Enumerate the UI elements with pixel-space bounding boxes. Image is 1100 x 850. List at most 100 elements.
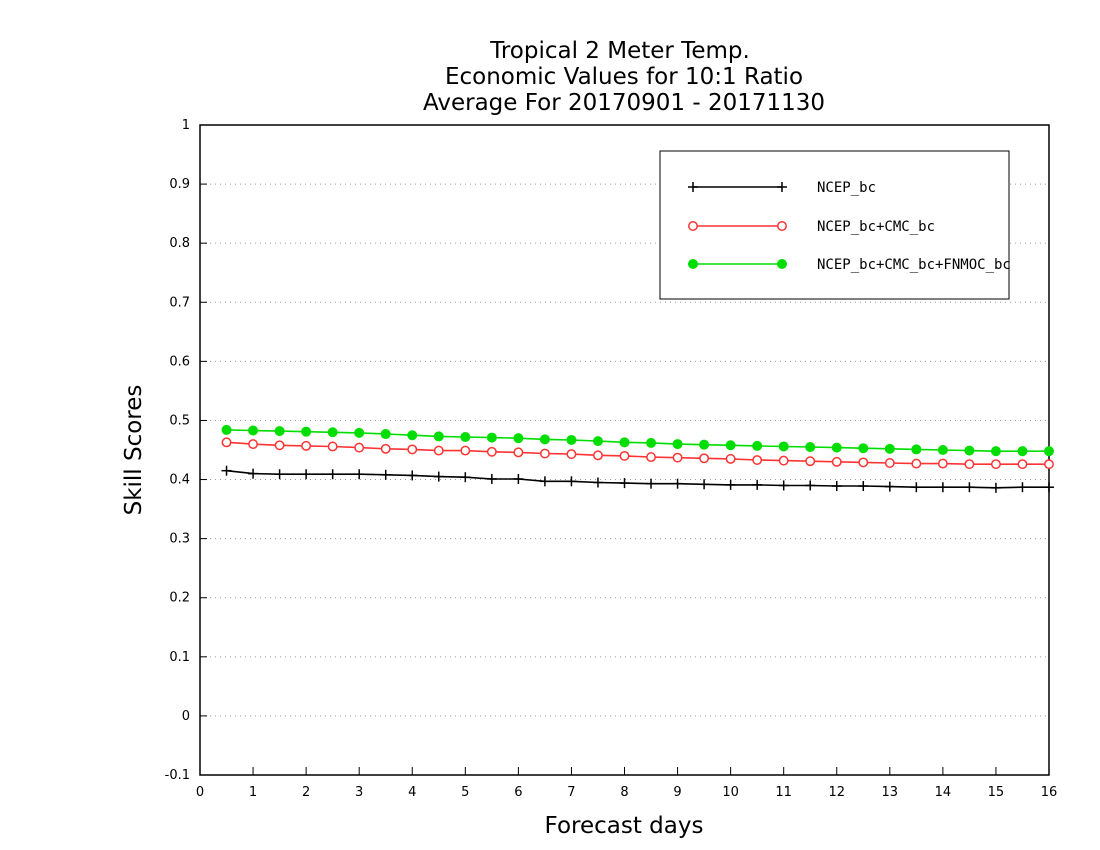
- data-point: [831, 442, 842, 453]
- data-point: [619, 478, 630, 489]
- data-point: [513, 473, 524, 484]
- data-point: [433, 445, 444, 456]
- data-point: [990, 482, 1001, 493]
- data-point: [752, 479, 763, 490]
- data-point: [911, 458, 922, 469]
- data-point: [221, 424, 232, 435]
- data-point: [725, 479, 736, 490]
- chart-title-line-2: Economic Values for 10:1 Ratio: [445, 64, 803, 90]
- data-point: [593, 450, 603, 461]
- legend-marker: [777, 182, 787, 192]
- x-tick-label: 13: [882, 785, 899, 800]
- data-point: [884, 481, 895, 492]
- data-point: [354, 442, 365, 453]
- x-tick-label: 2: [302, 785, 310, 800]
- legend-marker: [777, 221, 787, 231]
- x-tick-label: 3: [355, 785, 363, 800]
- data-point: [380, 469, 391, 480]
- data-point: [937, 458, 948, 469]
- legend-label: NCEP_bc: [817, 180, 876, 196]
- x-tick-label: 1: [249, 785, 257, 800]
- data-point: [699, 439, 710, 450]
- data-point: [725, 440, 736, 451]
- data-point: [858, 481, 869, 492]
- data-point: [407, 470, 418, 481]
- y-tick-label: 0.1: [169, 650, 190, 665]
- x-tick-label: 9: [673, 785, 681, 800]
- x-tick-label: 14: [935, 785, 952, 800]
- data-point: [539, 434, 550, 445]
- data-point: [513, 447, 524, 458]
- x-tick-label: 4: [408, 785, 416, 800]
- data-point: [539, 476, 550, 487]
- data-point: [460, 472, 471, 483]
- data-point: [566, 434, 577, 445]
- x-tick-label: 10: [722, 785, 739, 800]
- data-point: [460, 445, 471, 456]
- data-point: [221, 465, 232, 476]
- chart-title: Tropical 2 Meter Temp. Economic Values f…: [423, 38, 825, 116]
- data-point: [964, 445, 975, 456]
- y-tick-label: 0.2: [169, 591, 190, 606]
- data-point: [752, 440, 763, 451]
- data-point: [831, 481, 842, 492]
- data-point: [619, 450, 630, 461]
- data-point: [884, 458, 895, 468]
- y-tick-label: 0.7: [169, 295, 190, 310]
- data-point: [646, 452, 656, 463]
- y-tick-label: 1: [182, 118, 190, 133]
- data-point: [646, 478, 657, 489]
- data-point: [937, 482, 948, 493]
- data-point: [354, 469, 365, 480]
- series-line: [226, 441, 1049, 466]
- legend-marker: [777, 259, 787, 269]
- y-tick-label: 0.5: [169, 413, 190, 428]
- y-tick-label: 0.8: [169, 236, 190, 251]
- data-point: [990, 459, 1001, 470]
- data-point: [911, 444, 922, 455]
- data-point: [486, 432, 497, 443]
- data-point: [1017, 482, 1028, 493]
- legend-item-1: NCEP_bc: [688, 180, 876, 196]
- y-axis-title: Skill Scores: [121, 385, 147, 516]
- data-point: [513, 433, 524, 444]
- series-1: [221, 465, 1054, 493]
- data-point: [566, 476, 577, 487]
- chart-title-line-3: Average For 20170901 - 20171130: [423, 90, 825, 116]
- legend-label: NCEP_bc+CMC_bc: [817, 219, 935, 235]
- data-point: [407, 430, 418, 441]
- data-point: [380, 429, 391, 440]
- x-tick-label: 7: [567, 785, 575, 800]
- data-point: [327, 441, 338, 452]
- data-point: [327, 427, 338, 438]
- y-tick-label: 0.3: [169, 532, 190, 547]
- data-point: [672, 478, 683, 489]
- data-point: [248, 468, 259, 479]
- data-point: [964, 482, 975, 493]
- data-point: [646, 437, 657, 448]
- data-point: [858, 443, 869, 454]
- series: [221, 424, 1054, 493]
- data-point: [1044, 482, 1054, 493]
- series-3: [221, 424, 1054, 457]
- data-point: [778, 480, 789, 491]
- x-tick-label: 11: [775, 785, 792, 800]
- data-point: [672, 452, 683, 463]
- data-point: [539, 448, 550, 459]
- data-point: [354, 427, 365, 438]
- data-point: [964, 459, 975, 470]
- data-point: [433, 471, 444, 482]
- data-point: [486, 473, 497, 484]
- data-point: [1044, 459, 1054, 470]
- x-tick-label: 15: [988, 785, 1005, 800]
- data-point: [805, 480, 816, 491]
- y-tick-label: -0.1: [165, 768, 190, 783]
- data-point: [911, 482, 922, 493]
- data-point: [566, 449, 577, 460]
- data-point: [778, 455, 789, 466]
- y-tick-label: 0.6: [169, 354, 190, 369]
- data-point: [486, 446, 497, 457]
- data-point: [274, 426, 285, 437]
- data-point: [248, 439, 259, 450]
